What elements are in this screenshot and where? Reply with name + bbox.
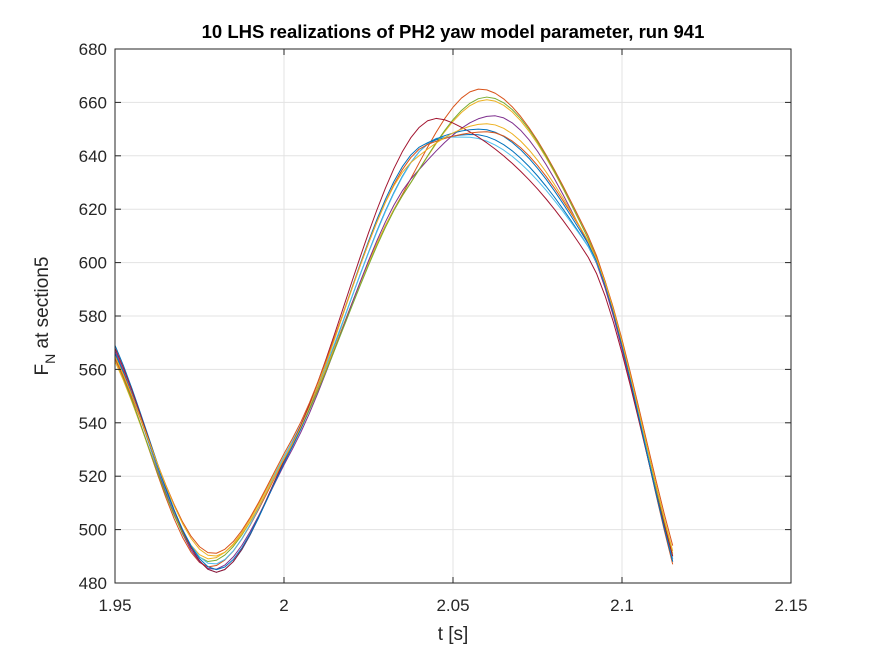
series-line-6 — [114, 136, 674, 565]
y-tick-label: 540 — [79, 414, 107, 433]
y-tick-label: 480 — [79, 574, 107, 593]
y-axis-label: FN at section5 — [32, 257, 58, 376]
series-line-7 — [114, 117, 674, 573]
y-axis-label-subscript: N — [42, 354, 58, 364]
y-tick-label: 560 — [79, 360, 107, 379]
x-tick-label: 2.15 — [774, 596, 807, 615]
x-tick-label: 1.95 — [98, 596, 131, 615]
y-axis-label-rest: at section5 — [32, 257, 53, 354]
y-tick-label: 520 — [79, 467, 107, 486]
grid-lines — [114, 48, 792, 584]
x-tick-label: 2.05 — [436, 596, 469, 615]
tick-marks — [114, 48, 792, 584]
x-tick-label: 2.1 — [610, 596, 634, 615]
series-line-10 — [114, 123, 674, 557]
y-tick-label: 600 — [79, 254, 107, 273]
x-tick-labels: 1.95 2 2.05 2.1 2.15 — [98, 596, 807, 615]
y-tick-label: 620 — [79, 200, 107, 219]
series-line-8 — [114, 128, 674, 571]
series-line-5 — [114, 96, 674, 563]
y-tick-label: 500 — [79, 521, 107, 540]
series-group — [114, 88, 674, 573]
y-tick-label: 680 — [79, 40, 107, 59]
y-tick-label: 580 — [79, 307, 107, 326]
x-tick-label: 2 — [279, 596, 288, 615]
y-tick-labels: 480 500 520 540 560 580 600 620 640 660 680 — [79, 40, 107, 593]
x-axis-label: t [s] — [438, 624, 469, 645]
y-axis-label-main: F — [32, 364, 53, 376]
chart-title: 10 LHS realizations of PH2 yaw model par… — [202, 21, 705, 42]
y-tick-label: 640 — [79, 147, 107, 166]
y-tick-label: 660 — [79, 93, 107, 112]
